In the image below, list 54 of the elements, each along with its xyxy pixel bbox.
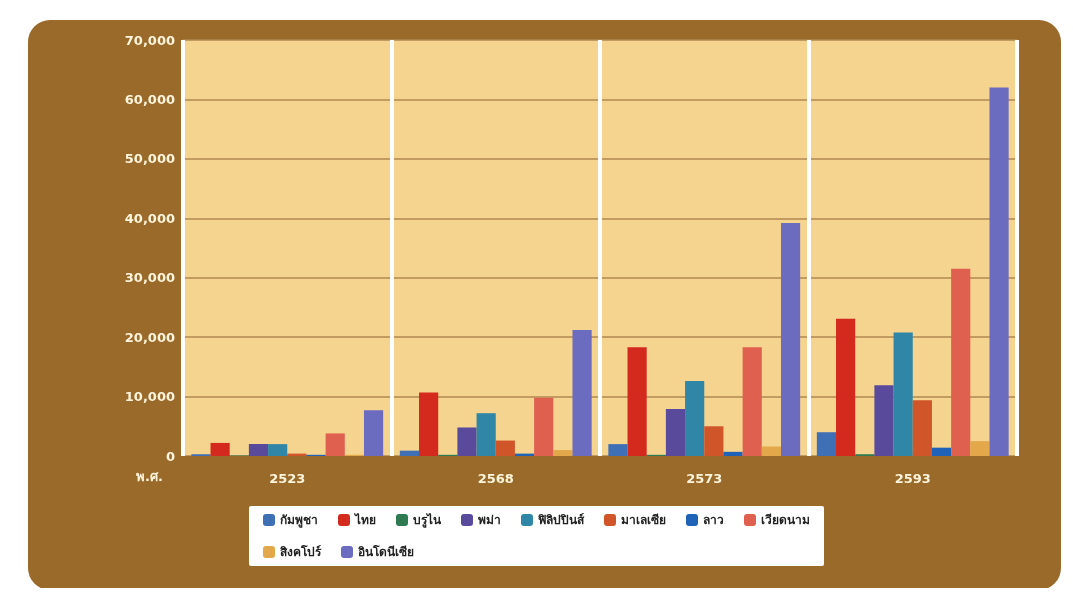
legend-label: มาเลเซีย (621, 513, 666, 527)
bar (495, 440, 515, 456)
bar (989, 87, 1009, 456)
legend-label: อินโดนีเซีย (358, 544, 414, 559)
legend-label: สิงคโปร์ (280, 544, 322, 559)
bar (874, 385, 894, 456)
bar (685, 381, 705, 456)
bar (723, 451, 743, 456)
legend-label: ฟิลิปปินส์ (538, 513, 585, 527)
y-tick-label: 70,000 (124, 32, 175, 48)
bar (704, 426, 724, 456)
bar (780, 223, 801, 456)
bar (816, 432, 837, 456)
legend-label: ลาว (703, 513, 724, 527)
y-tick-label: 40,000 (124, 210, 175, 226)
bar (363, 410, 384, 456)
bar (912, 400, 932, 456)
bar (970, 441, 990, 456)
legend-label: บรูไน (413, 512, 442, 528)
x-tick-label: 2593 (894, 471, 931, 486)
y-tick-label: 50,000 (124, 151, 175, 167)
legend-label: กัมพูชา (280, 513, 318, 528)
bar (761, 446, 781, 456)
y-tick-label: 10,000 (124, 389, 175, 405)
bar (553, 450, 573, 456)
bar (419, 392, 439, 456)
bar (742, 347, 762, 456)
x-tick-label: 2568 (477, 471, 514, 486)
bar (572, 330, 592, 456)
x-axis-title: พ.ศ. (136, 469, 163, 484)
bar (210, 442, 230, 456)
bar (268, 444, 288, 456)
y-tick-label: 60,000 (124, 91, 175, 107)
bar (476, 413, 496, 456)
y-tick-label: 30,000 (124, 270, 175, 286)
bar (931, 447, 952, 456)
y-tick-label: 0 (165, 448, 175, 464)
bar (457, 427, 477, 456)
bar (665, 409, 686, 456)
bar (399, 450, 420, 456)
bar (893, 332, 913, 456)
legend-label: เวียดนาม (761, 513, 810, 527)
bar (627, 347, 647, 456)
bar (836, 318, 856, 456)
y-tick-label: 20,000 (124, 329, 175, 345)
x-tick-label: 2523 (269, 471, 306, 486)
bar (951, 268, 971, 456)
bar (534, 397, 554, 456)
bar (248, 444, 269, 456)
bar (325, 433, 345, 456)
legend-label: ไทย (353, 512, 376, 527)
x-tick-label: 2573 (686, 471, 723, 486)
bar (608, 444, 628, 456)
legend-label: พม่า (478, 513, 501, 527)
